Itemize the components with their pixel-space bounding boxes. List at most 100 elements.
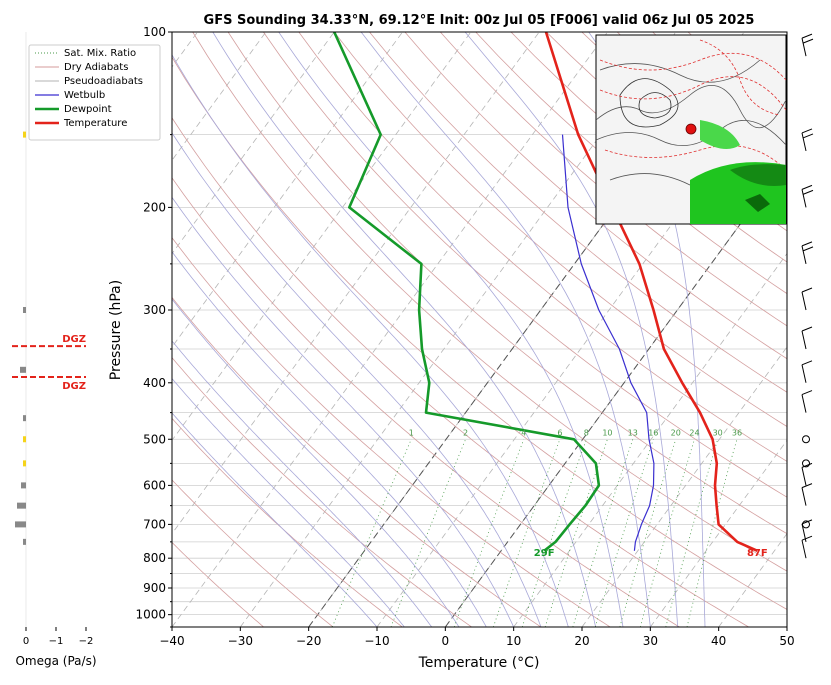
dgz-label: DGZ	[62, 334, 86, 345]
series-temperature	[544, 32, 758, 552]
barb-flag	[801, 535, 813, 541]
barb-staff	[801, 330, 807, 350]
mixing-ratio-line	[544, 439, 608, 627]
y-tick-label: 500	[143, 432, 166, 446]
series-wetbulb	[561, 134, 655, 551]
dry-adiabat	[440, 32, 787, 327]
dry-adiabat	[263, 32, 787, 498]
legend-label: Dewpoint	[64, 104, 112, 115]
mixing-ratio-line	[453, 439, 525, 627]
barb-staff	[801, 487, 807, 506]
legend-label: Pseudoadiabats	[64, 76, 143, 87]
barb-flag	[801, 390, 813, 396]
omega-bar	[23, 436, 26, 443]
dry-adiabat	[333, 32, 787, 428]
pseudoadiabat	[278, 32, 624, 627]
isotherm	[172, 32, 403, 348]
isotherm	[513, 252, 787, 627]
barb-staff	[801, 540, 807, 559]
mixing-ratio-label: 16	[648, 428, 658, 437]
pseudoadiabat	[172, 54, 569, 627]
x-tick-label: 20	[574, 634, 589, 648]
wind-barb	[801, 241, 814, 264]
y-tick-label: 800	[143, 551, 166, 565]
background-lines	[172, 32, 787, 627]
wind-barb	[801, 483, 813, 506]
isotherm	[172, 32, 540, 535]
calm-circle	[802, 435, 810, 444]
dry-adiabat	[172, 296, 542, 627]
y-tick-label: 300	[143, 303, 166, 317]
omega-panel: 0 −1 −2 DGZ DGZ Omega (Pa/s)	[12, 32, 97, 668]
barb-staff	[801, 132, 807, 152]
mixing-ratio-line	[572, 439, 634, 627]
barb-flag	[801, 483, 813, 489]
y-tick-label: 900	[143, 581, 166, 595]
mixing-ratio-label: 10	[602, 428, 612, 437]
dry-adiabat	[369, 32, 787, 393]
mixing-ratio-line	[492, 439, 561, 627]
pseudoadiabat	[172, 298, 460, 627]
x-tick-label: −10	[364, 634, 389, 648]
dry-adiabat	[172, 117, 749, 627]
legend: Sat. Mix. Ratio Dry Adiabats Pseudoadiabat…	[28, 44, 161, 141]
series-dewpoint	[333, 32, 601, 552]
mixing-ratio-label: 30	[713, 428, 723, 437]
barb-flag	[802, 133, 814, 139]
legend-label: Dry Adiabats	[64, 62, 128, 73]
x-tick-label: −20	[296, 634, 321, 648]
barb-flag	[801, 128, 813, 134]
mixing-ratio-line	[594, 439, 654, 627]
barb-staff	[801, 291, 807, 311]
wind-barbs	[801, 33, 814, 559]
x-tick-label: 0	[442, 634, 450, 648]
mixing-ratio-label: 8	[584, 428, 589, 437]
pseudoadiabat	[172, 340, 433, 627]
omega-bar	[15, 521, 26, 528]
y-tick-label: 200	[143, 200, 166, 214]
wind-barb	[801, 462, 813, 486]
mixing-ratio-label: 20	[671, 428, 681, 437]
omega-bar	[23, 415, 26, 422]
omega-bar	[23, 460, 26, 467]
mixing-ratio-label: 2	[463, 428, 468, 437]
barb-flag	[801, 287, 813, 293]
omega-tick-label: −1	[49, 636, 64, 647]
chart-title: GFS Sounding 34.33°N, 69.12°E Init: 00z …	[204, 13, 755, 28]
barb-staff	[801, 394, 807, 413]
dry-adiabat	[172, 541, 264, 627]
mixing-ratio-label: 36	[732, 428, 742, 437]
omega-bar	[20, 366, 26, 373]
legend-label: Sat. Mix. Ratio	[64, 48, 136, 59]
y-tick-label: 400	[143, 376, 166, 390]
pseudoadiabat	[212, 32, 597, 627]
wind-barb	[802, 459, 810, 468]
surface-dewpoint-label: 29F	[534, 548, 555, 559]
omega-tick-label: 0	[23, 636, 29, 647]
surface-temperature-label: 87F	[747, 548, 768, 559]
barb-flag	[801, 241, 813, 247]
x-tick-label: 30	[643, 634, 658, 648]
y-tick-label: 600	[143, 478, 166, 492]
barb-flag	[801, 33, 813, 39]
dry-adiabat	[172, 56, 787, 610]
y-tick-label: 100	[143, 25, 166, 39]
axes: 87F 29F −40 −30 −20 −10 0 10 20 30 40 50 100 200 300 40…	[135, 25, 794, 648]
mixing-ratio-line	[390, 439, 466, 627]
isotherm	[581, 346, 787, 627]
barb-staff	[801, 364, 807, 383]
x-tick-label: 50	[779, 634, 794, 648]
mixing-ratio-labels: 1 2 4 6 8 10 13 16 20 24 30 36	[409, 428, 742, 437]
dry-adiabat	[172, 237, 611, 627]
pseudoadiabat	[172, 377, 405, 627]
omega-bar	[23, 306, 26, 313]
dry-adiabat	[172, 479, 334, 627]
pseudoadiabat	[464, 32, 679, 627]
x-tick-label: −40	[159, 634, 184, 648]
barb-flag	[802, 38, 814, 44]
x-tick-label: −30	[228, 634, 253, 648]
y-axis-label: Pressure (hPa)	[108, 280, 124, 380]
pseudoadiabat	[360, 32, 651, 627]
omega-bar	[23, 538, 26, 545]
